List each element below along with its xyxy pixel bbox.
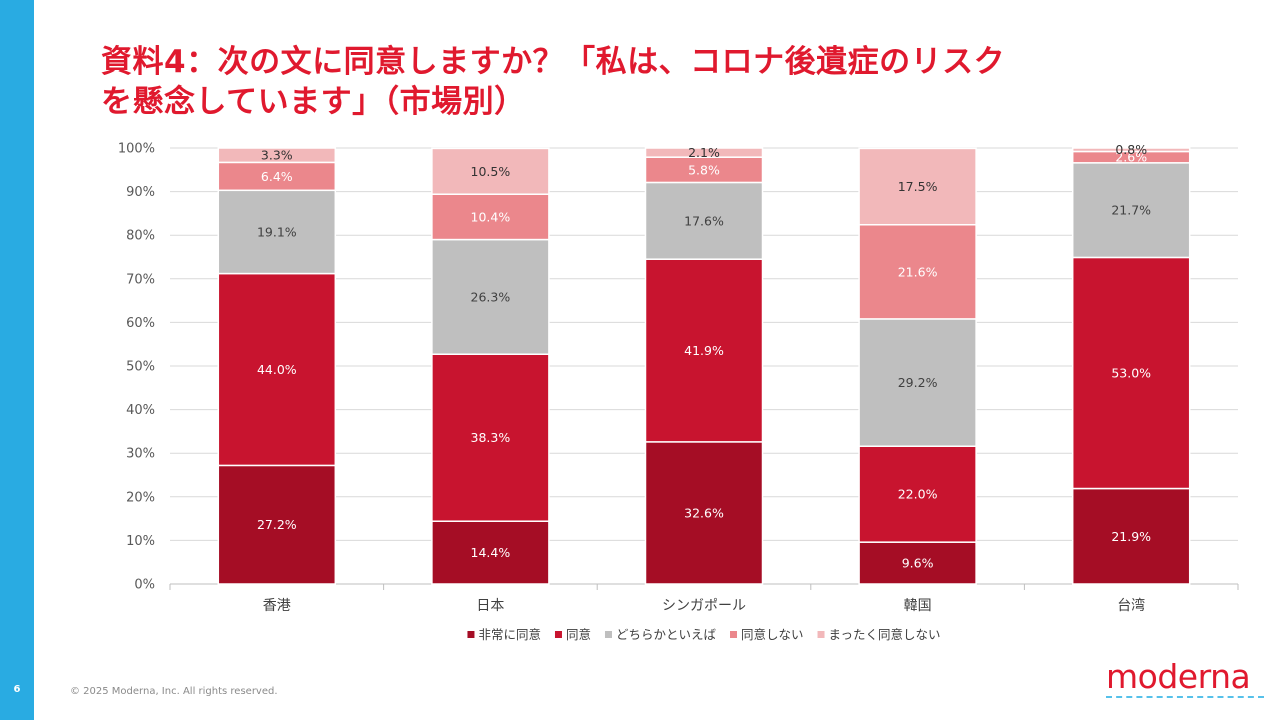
bar-segment: [217, 189, 337, 275]
legend-label: 同意しない: [741, 627, 804, 642]
data-label: 5.8%: [688, 162, 720, 177]
data-label: 38.3%: [471, 430, 511, 445]
bar-segment: [1071, 147, 1191, 153]
bar-segment: [858, 223, 977, 320]
data-label: 0.8%: [1115, 142, 1147, 157]
data-label: 26.3%: [471, 289, 511, 304]
y-tick-label: 60%: [126, 316, 155, 331]
bar-segment: [1071, 487, 1191, 585]
bar-segment: [217, 464, 337, 585]
bar-segment: [644, 181, 764, 260]
data-label: 19.1%: [257, 224, 297, 239]
data-label: 21.9%: [1111, 529, 1151, 544]
bar-segment: [858, 445, 977, 543]
bar-segment: [217, 147, 337, 164]
accent-side-bar: [0, 0, 34, 720]
y-tick-label: 70%: [126, 272, 155, 287]
data-label: 10.4%: [471, 209, 511, 224]
slide-title: 資料4：次の文に同意しますか？「私は、コロナ後遺症のリスク を懸念しています」（…: [101, 42, 1221, 122]
bar-segment: [431, 520, 550, 585]
data-label: 41.9%: [684, 343, 724, 358]
data-label: 27.2%: [257, 517, 297, 532]
y-tick-label: 30%: [126, 447, 155, 462]
y-tick-label: 20%: [126, 490, 155, 505]
legend-label: 非常に同意: [478, 627, 541, 642]
data-label: 10.5%: [471, 164, 511, 179]
data-label: 21.6%: [898, 264, 938, 279]
x-category-label: シンガポール: [662, 598, 746, 614]
data-label: 17.6%: [684, 213, 724, 228]
bar-segment: [431, 147, 550, 195]
bar-segment: [858, 318, 977, 447]
legend-label: まったく同意しない: [829, 627, 941, 642]
bar-segment: [644, 441, 764, 585]
y-tick-label: 10%: [126, 534, 155, 549]
bar-segment: [431, 238, 550, 355]
bar-segment: [644, 258, 764, 443]
data-label: 29.2%: [898, 375, 938, 390]
logo-wordmark: moderna: [1106, 657, 1251, 696]
data-label: 6.4%: [261, 169, 293, 184]
legend-swatch: [730, 631, 738, 638]
data-label: 17.5%: [898, 179, 938, 194]
x-category-label: 韓国: [904, 598, 932, 614]
bar-segment: [431, 353, 550, 522]
bar-segment: [217, 272, 337, 467]
slide-title-line-2: を懸念しています」（市場別）: [101, 84, 526, 120]
moderna-logo: moderna: [1106, 660, 1270, 698]
data-label: 32.6%: [684, 505, 724, 520]
copyright-notice: © 2025 Moderna, Inc. All rights reserved…: [70, 686, 278, 697]
bar-segment: [644, 156, 764, 184]
y-tick-label: 0%: [134, 578, 155, 593]
legend-label: どちらかといえば: [616, 627, 717, 642]
stacked-bar-chart: 0% 10% 20% 30% 40% 50% 60% 70% 80% 90% 100% 27.2% 44…: [118, 142, 1239, 642]
bar-segment: [858, 541, 977, 585]
data-label: 2.1%: [688, 145, 720, 160]
page-number: 6: [13, 684, 21, 695]
bar-segment: [1071, 256, 1191, 490]
legend-swatch: [554, 631, 562, 638]
bar-segment: [858, 147, 977, 226]
data-label: 53.0%: [1111, 365, 1151, 380]
y-tick-label: 90%: [126, 185, 155, 200]
data-label: 22.0%: [898, 487, 938, 502]
legend-label: 同意: [566, 627, 591, 642]
legend-swatch: [467, 631, 475, 638]
data-label: 44.0%: [257, 362, 297, 377]
data-label: 3.3%: [261, 148, 293, 163]
x-category-label: 台湾: [1117, 597, 1145, 614]
data-label: 14.4%: [471, 545, 511, 560]
bar-segment: [1071, 162, 1191, 259]
x-category-label: 日本: [476, 598, 504, 614]
y-tick-label: 50%: [126, 360, 155, 375]
data-label: 9.6%: [902, 556, 934, 571]
slide-title-line-1: 資料4：次の文に同意しますか？「私は、コロナ後遺症のリスク: [101, 44, 1006, 80]
data-label: 21.7%: [1111, 203, 1151, 218]
x-category-label: 香港: [263, 598, 291, 614]
bar-segment: [644, 147, 764, 158]
y-tick-label: 100%: [118, 142, 155, 157]
legend: 非常に同意 同意 どちらかといえば 同意しない まったく同意しない: [467, 627, 941, 642]
y-tick-label: 80%: [126, 229, 155, 244]
legend-swatch: [817, 631, 825, 638]
data-label: 2.6%: [1115, 150, 1147, 165]
bar-segment: [217, 161, 337, 192]
logo-dashed-underline: [1106, 696, 1264, 698]
legend-swatch: [604, 631, 612, 638]
y-tick-label: 40%: [126, 403, 155, 418]
